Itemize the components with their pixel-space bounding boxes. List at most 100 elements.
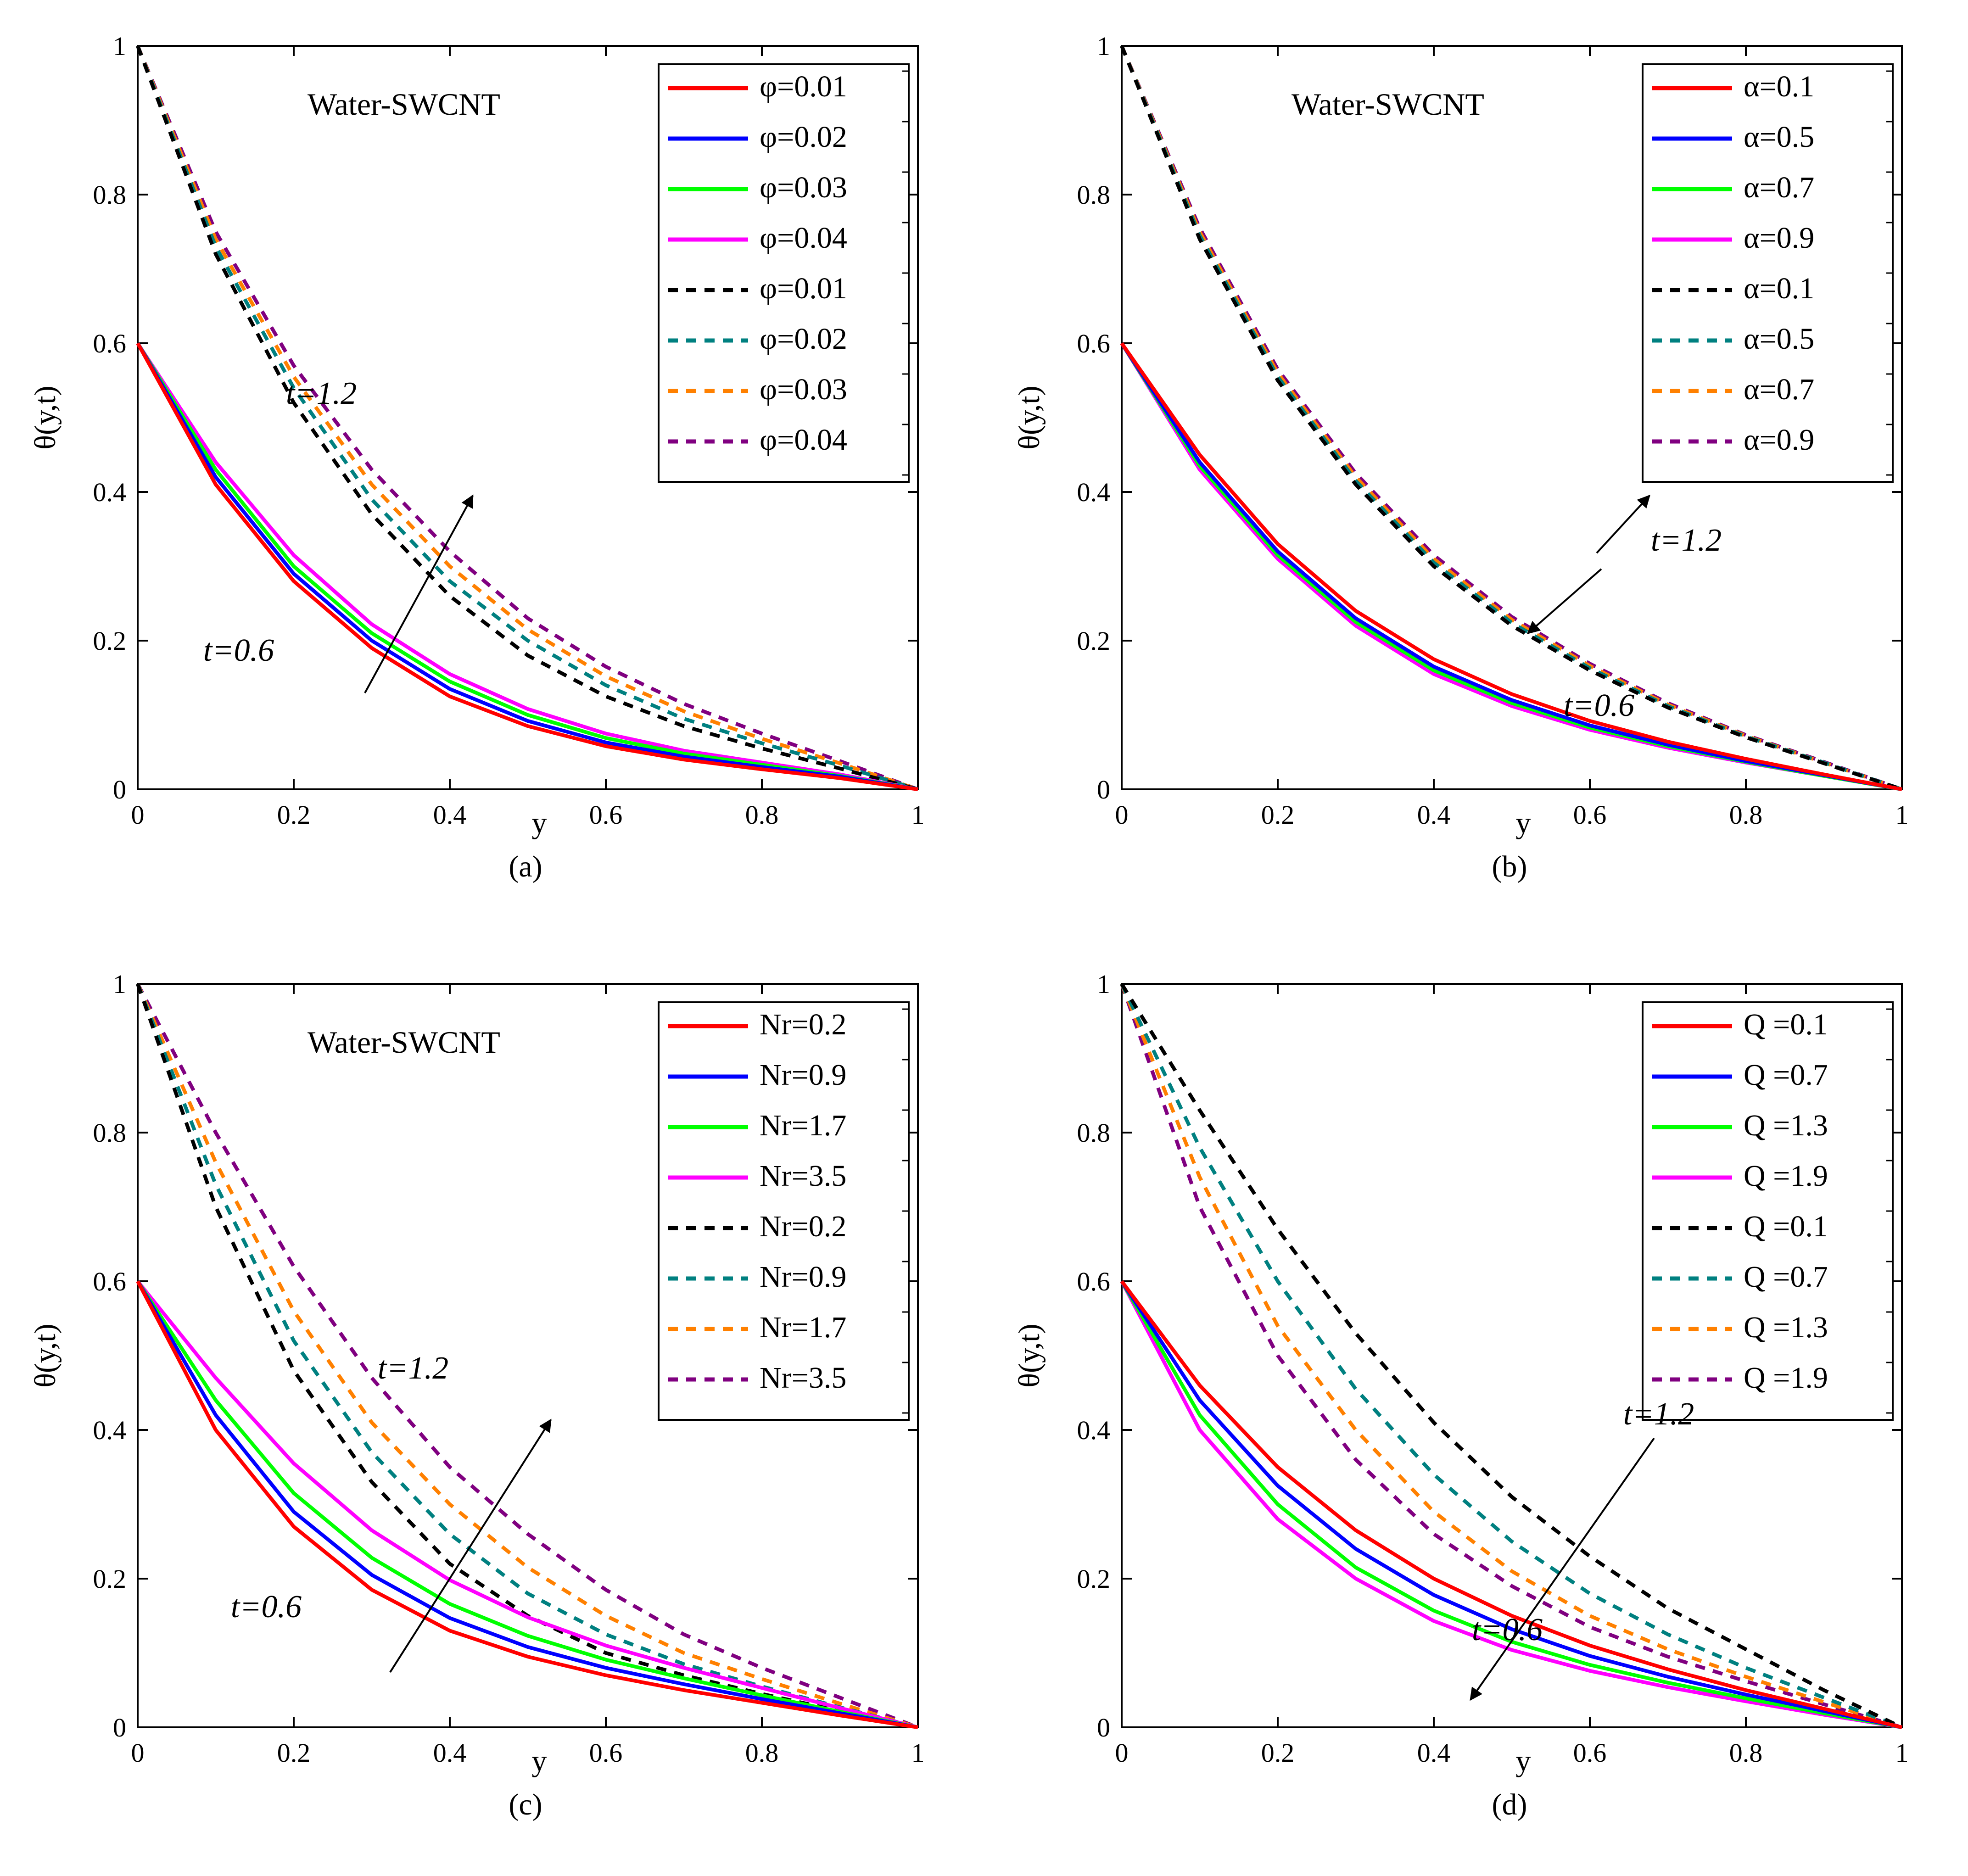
- legend-entry: Nr=1.7: [760, 1109, 846, 1142]
- annotation-t-high: t=1.2: [1623, 1396, 1694, 1432]
- y-tick-label: 0.6: [93, 329, 127, 358]
- y-tick-label: 0.4: [1077, 477, 1111, 507]
- x-axis-label: y: [1516, 806, 1531, 840]
- series-line-dashed-5: [136, 45, 919, 791]
- legend-entry: Q =0.1: [1744, 1210, 1828, 1243]
- y-tick-label: 0.6: [1077, 1267, 1111, 1296]
- y-tick-label: 0: [1097, 775, 1110, 804]
- panel-label: (a): [509, 850, 542, 883]
- legend-entry: Nr=0.2: [760, 1008, 846, 1041]
- x-tick-label: 0.2: [1261, 1738, 1295, 1768]
- annotation-t-low: t=0.6: [231, 1589, 302, 1625]
- legend-entry: φ=0.01: [760, 272, 847, 305]
- x-tick-label: 0.6: [1573, 800, 1607, 830]
- panel-a: 0 0.2 0.4 0.6 0.8 1 0 0.2 0.4 0.6 0.8 1 y θ(y,t) (a) Wa…: [0, 0, 984, 938]
- series-line-solid-2: [136, 342, 918, 791]
- y-tick-label: 0.4: [93, 477, 127, 507]
- legend-entry: Nr=1.7: [760, 1311, 846, 1344]
- x-axis-label: y: [532, 1744, 547, 1778]
- y-axis-label: θ(y,t): [1012, 385, 1046, 449]
- x-tick-label: 1: [911, 1738, 925, 1768]
- y-tick-label: 0.2: [93, 626, 127, 656]
- legend-entry: Nr=3.5: [760, 1159, 846, 1193]
- y-tick-label: 0.4: [1077, 1415, 1111, 1445]
- chart-title: Water-SWCNT: [308, 87, 500, 122]
- chart-title: Water-SWCNT: [1292, 87, 1484, 122]
- series-line-dashed-8: [136, 983, 919, 1729]
- legend-entry: Q =1.9: [1744, 1159, 1828, 1193]
- chart-a: 0 0.2 0.4 0.6 0.8 1 0 0.2 0.4 0.6 0.8 1 y θ(y,t) (a) Wa…: [28, 31, 925, 883]
- x-tick-label: 0.2: [277, 1738, 311, 1768]
- series-line-dashed-5: [1120, 983, 1903, 1729]
- plot-frame: [1121, 983, 1903, 1728]
- y-tick-label: 1: [113, 31, 126, 61]
- legend-entry: Nr=3.5: [760, 1361, 846, 1395]
- legend-entry: Q =0.1: [1744, 1008, 1828, 1041]
- legend-entry: α=0.9: [1744, 423, 1814, 457]
- x-tick-label: 0.4: [1417, 1738, 1451, 1768]
- legend-entry: α=0.1: [1744, 272, 1814, 305]
- y-tick-label: 0: [113, 1713, 126, 1742]
- y-tick-label: 0.8: [93, 1118, 127, 1148]
- trend-arrow-down: [1526, 568, 1602, 634]
- y-tick-label: 0.2: [93, 1564, 127, 1594]
- y-axis-label: θ(y,t): [1012, 1323, 1046, 1387]
- x-tick-label: 0.6: [589, 1738, 623, 1768]
- x-tick-label: 0.4: [433, 800, 467, 830]
- x-tick-label: 0.8: [1729, 800, 1763, 830]
- legend-entry: Q =0.7: [1744, 1260, 1828, 1294]
- x-tick-label: 0.8: [745, 1738, 779, 1768]
- x-tick-label: 0.8: [745, 800, 779, 830]
- legend-entry: φ=0.03: [760, 171, 847, 204]
- legend-entry: Nr=0.9: [760, 1260, 846, 1294]
- series-line-dashed-8: [136, 45, 919, 791]
- legend-box: [1642, 63, 1894, 483]
- annotation-t-low: t=0.6: [203, 633, 274, 668]
- legend-entry: α=0.5: [1744, 120, 1814, 154]
- series-line-solid-1: [1120, 342, 1902, 791]
- legend-entry: α=0.5: [1744, 322, 1814, 356]
- legend-entry: Q =1.3: [1744, 1109, 1828, 1142]
- chart-title: Water-SWCNT: [308, 1025, 500, 1060]
- series-line-solid-4: [136, 1280, 918, 1729]
- annotation-t-low: t=0.6: [1564, 688, 1634, 723]
- legend-entry: φ=0.02: [760, 120, 847, 154]
- legend-entry: Q =1.3: [1744, 1311, 1828, 1344]
- legend-entry: α=0.1: [1744, 70, 1814, 103]
- series-line-dashed-7: [136, 983, 919, 1729]
- x-axis-label: y: [1516, 1744, 1531, 1778]
- annotation-t-low: t=0.6: [1472, 1612, 1543, 1647]
- chart-b: 0 0.2 0.4 0.6 0.8 1 0 0.2 0.4 0.6 0.8 1 y θ(y,t) (b) Wa…: [1012, 31, 1909, 883]
- y-axis-label: θ(y,t): [28, 1323, 62, 1387]
- y-tick-label: 0.8: [1077, 1118, 1111, 1148]
- x-tick-label: 0.4: [1417, 800, 1451, 830]
- legend-entry: φ=0.03: [760, 373, 847, 406]
- series-line-solid-1: [1120, 1280, 1902, 1729]
- x-tick-label: 1: [1895, 1738, 1909, 1768]
- x-tick-label: 0: [131, 800, 145, 830]
- panel-label: (d): [1492, 1788, 1527, 1821]
- series-line-solid-4: [1120, 1280, 1902, 1729]
- x-tick-label: 0: [1115, 800, 1129, 830]
- y-tick-label: 0.6: [93, 1267, 127, 1296]
- series-line-solid-4: [136, 342, 918, 791]
- x-tick-label: 0.4: [433, 1738, 467, 1768]
- legend-entry: φ=0.04: [760, 423, 847, 457]
- x-tick-label: 0.6: [589, 800, 623, 830]
- y-tick-label: 0.8: [1077, 180, 1111, 210]
- legend-entry: α=0.7: [1744, 373, 1814, 406]
- trend-arrow: [1470, 1437, 1655, 1701]
- legend-entry: φ=0.04: [760, 221, 847, 255]
- y-tick-label: 0.2: [1077, 626, 1111, 656]
- y-tick-label: 1: [113, 969, 126, 999]
- series-line-solid-2: [1120, 1280, 1902, 1729]
- y-tick-label: 0.4: [93, 1415, 127, 1445]
- chart-c: 0 0.2 0.4 0.6 0.8 1 0 0.2 0.4 0.6 0.8 1 y θ(y,t) (c) Wa…: [28, 969, 925, 1821]
- legend-box: [658, 63, 910, 483]
- x-tick-label: 1: [911, 800, 925, 830]
- x-tick-label: 0.6: [1573, 1738, 1607, 1768]
- annotation-t-high: t=1.2: [378, 1351, 448, 1386]
- y-tick-label: 1: [1097, 31, 1110, 61]
- panel-c: 0 0.2 0.4 0.6 0.8 1 0 0.2 0.4 0.6 0.8 1 y θ(y,t) (c) Wa…: [0, 938, 984, 1876]
- x-tick-label: 0.8: [1729, 1738, 1763, 1768]
